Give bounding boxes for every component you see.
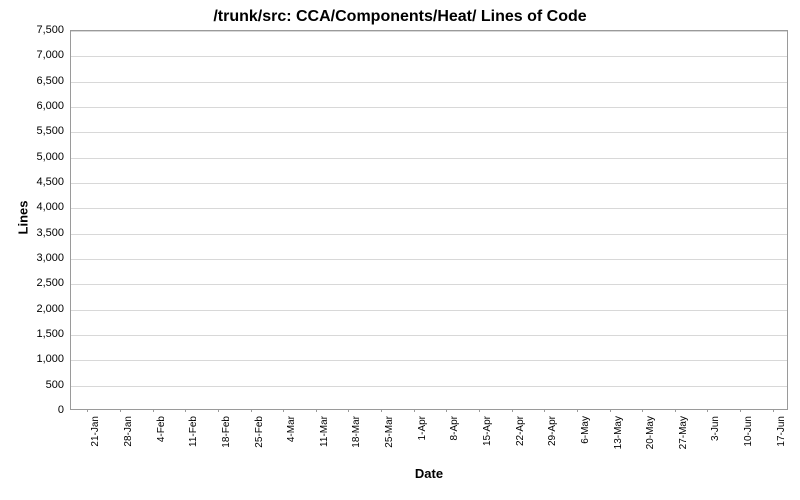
y-tick-label: 3,000 xyxy=(0,252,64,264)
x-tick-mark xyxy=(316,409,317,412)
x-tick-mark xyxy=(642,409,643,412)
x-tick-mark xyxy=(218,409,219,412)
x-tick-label: 18-Feb xyxy=(221,416,232,448)
x-tick-label: 11-Feb xyxy=(188,416,199,447)
x-tick-label: 13-May xyxy=(613,416,624,449)
gridline xyxy=(71,132,787,133)
x-tick-mark xyxy=(544,409,545,412)
gridline xyxy=(71,208,787,209)
x-tick-label: 28-Jan xyxy=(123,416,134,447)
x-axis-label: Date xyxy=(70,466,788,481)
x-tick-label: 4-Mar xyxy=(286,416,297,442)
x-tick-label: 18-Mar xyxy=(351,416,362,448)
x-tick-mark xyxy=(512,409,513,412)
y-tick-label: 6,000 xyxy=(0,100,64,112)
y-tick-label: 2,000 xyxy=(0,303,64,315)
x-tick-mark xyxy=(185,409,186,412)
y-axis-label: Lines xyxy=(15,201,30,235)
x-tick-label: 11-Mar xyxy=(319,416,330,447)
x-tick-label: 20-May xyxy=(645,416,656,449)
x-tick-label: 25-Mar xyxy=(384,416,395,448)
x-tick-mark xyxy=(153,409,154,412)
gridline xyxy=(71,107,787,108)
x-tick-label: 1-Apr xyxy=(417,416,428,440)
y-tick-label: 7,500 xyxy=(0,24,64,36)
y-tick-label: 1,000 xyxy=(0,353,64,365)
x-tick-label: 22-Apr xyxy=(515,416,526,446)
x-tick-mark xyxy=(414,409,415,412)
x-tick-label: 27-May xyxy=(678,416,689,449)
y-tick-label: 4,000 xyxy=(0,201,64,213)
gridline xyxy=(71,284,787,285)
x-tick-label: 10-Jun xyxy=(743,416,754,447)
x-tick-mark xyxy=(707,409,708,412)
x-tick-mark xyxy=(348,409,349,412)
gridline xyxy=(71,335,787,336)
x-tick-mark xyxy=(87,409,88,412)
y-tick-label: 7,000 xyxy=(0,49,64,61)
gridline xyxy=(71,56,787,57)
x-tick-mark xyxy=(446,409,447,412)
y-tick-label: 5,000 xyxy=(0,151,64,163)
x-tick-label: 15-Apr xyxy=(482,416,493,446)
x-tick-mark xyxy=(773,409,774,412)
x-tick-label: 8-Apr xyxy=(449,416,460,440)
y-tick-label: 6,500 xyxy=(0,75,64,87)
x-tick-mark xyxy=(283,409,284,412)
x-tick-mark xyxy=(120,409,121,412)
gridline xyxy=(71,234,787,235)
y-tick-label: 2,500 xyxy=(0,277,64,289)
gridline xyxy=(71,360,787,361)
gridline xyxy=(71,82,787,83)
y-tick-label: 500 xyxy=(0,379,64,391)
chart-title: /trunk/src: CCA/Components/Heat/ Lines o… xyxy=(0,8,800,26)
x-tick-mark xyxy=(577,409,578,412)
gridline xyxy=(71,31,787,32)
x-tick-label: 29-Apr xyxy=(547,416,558,446)
y-tick-label: 4,500 xyxy=(0,176,64,188)
gridline xyxy=(71,310,787,311)
y-tick-label: 3,500 xyxy=(0,227,64,239)
x-tick-mark xyxy=(675,409,676,412)
y-tick-label: 0 xyxy=(0,404,64,416)
x-tick-label: 25-Feb xyxy=(254,416,265,448)
x-tick-mark xyxy=(251,409,252,412)
gridline xyxy=(71,158,787,159)
x-tick-label: 21-Jan xyxy=(90,416,101,447)
x-tick-label: 3-Jun xyxy=(710,416,721,441)
y-tick-label: 5,500 xyxy=(0,125,64,137)
x-tick-mark xyxy=(740,409,741,412)
x-tick-label: 17-Jun xyxy=(776,416,787,447)
gridline xyxy=(71,386,787,387)
x-tick-mark xyxy=(610,409,611,412)
x-tick-label: 4-Feb xyxy=(156,416,167,442)
x-tick-mark xyxy=(381,409,382,412)
x-tick-mark xyxy=(479,409,480,412)
y-tick-label: 1,500 xyxy=(0,328,64,340)
gridline xyxy=(71,183,787,184)
x-tick-label: 6-May xyxy=(580,416,591,444)
plot-area xyxy=(70,30,788,410)
gridline xyxy=(71,259,787,260)
